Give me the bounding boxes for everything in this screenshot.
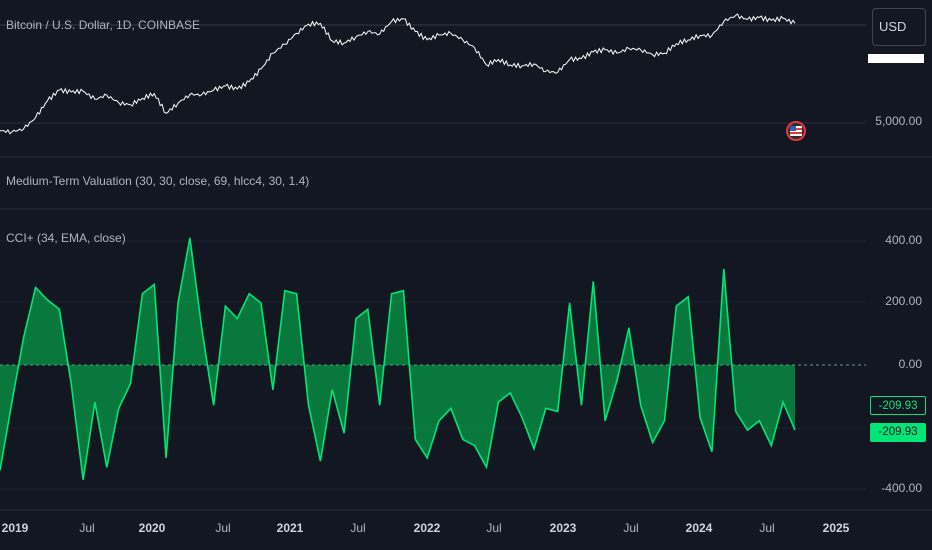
time-axis-label: 2025 [822, 521, 850, 535]
time-axis-label: Jul [486, 521, 502, 535]
time-axis-label: 2020 [138, 521, 166, 535]
cci-last-value-tag: -209.93 [870, 396, 926, 415]
cci-series [0, 237, 866, 480]
price-axis-label: 5,000.00 [875, 114, 922, 128]
price-axis-tag [868, 54, 924, 63]
price-line [0, 13, 796, 135]
cci-axis-label: 0.00 [898, 357, 922, 371]
time-axis-label: 2022 [413, 521, 441, 535]
cci-axis-label: 200.00 [885, 294, 922, 308]
price-pane-title: Bitcoin / U.S. Dollar, 1D, COINBASE [6, 18, 201, 32]
time-axis-label: 2023 [549, 521, 577, 535]
cci-fill-area [0, 237, 795, 480]
us-flag-icon[interactable] [786, 121, 806, 141]
time-axis-label: 2021 [276, 521, 304, 535]
cci-pane-title: CCI+ (34, EMA, close) [6, 231, 126, 245]
time-axis-label: Jul [215, 521, 231, 535]
cci-axis-label: 400.00 [885, 233, 922, 247]
currency-selector-button[interactable]: USD [872, 8, 926, 46]
valuation-pane-title: Medium-Term Valuation (30, 30, close, 69… [6, 174, 310, 188]
cci-axis-label: -400.00 [881, 481, 922, 495]
time-axis-label: 2024 [685, 521, 713, 535]
time-axis-label: Jul [79, 521, 95, 535]
time-axis-label: Jul [350, 521, 366, 535]
time-axis-label: Jul [759, 521, 775, 535]
price-series [0, 13, 796, 135]
cci-last-value-tag: -209.93 [870, 423, 926, 442]
time-axis-label: 2019 [1, 521, 29, 535]
cci-line [0, 237, 796, 480]
time-axis-label: Jul [623, 521, 639, 535]
